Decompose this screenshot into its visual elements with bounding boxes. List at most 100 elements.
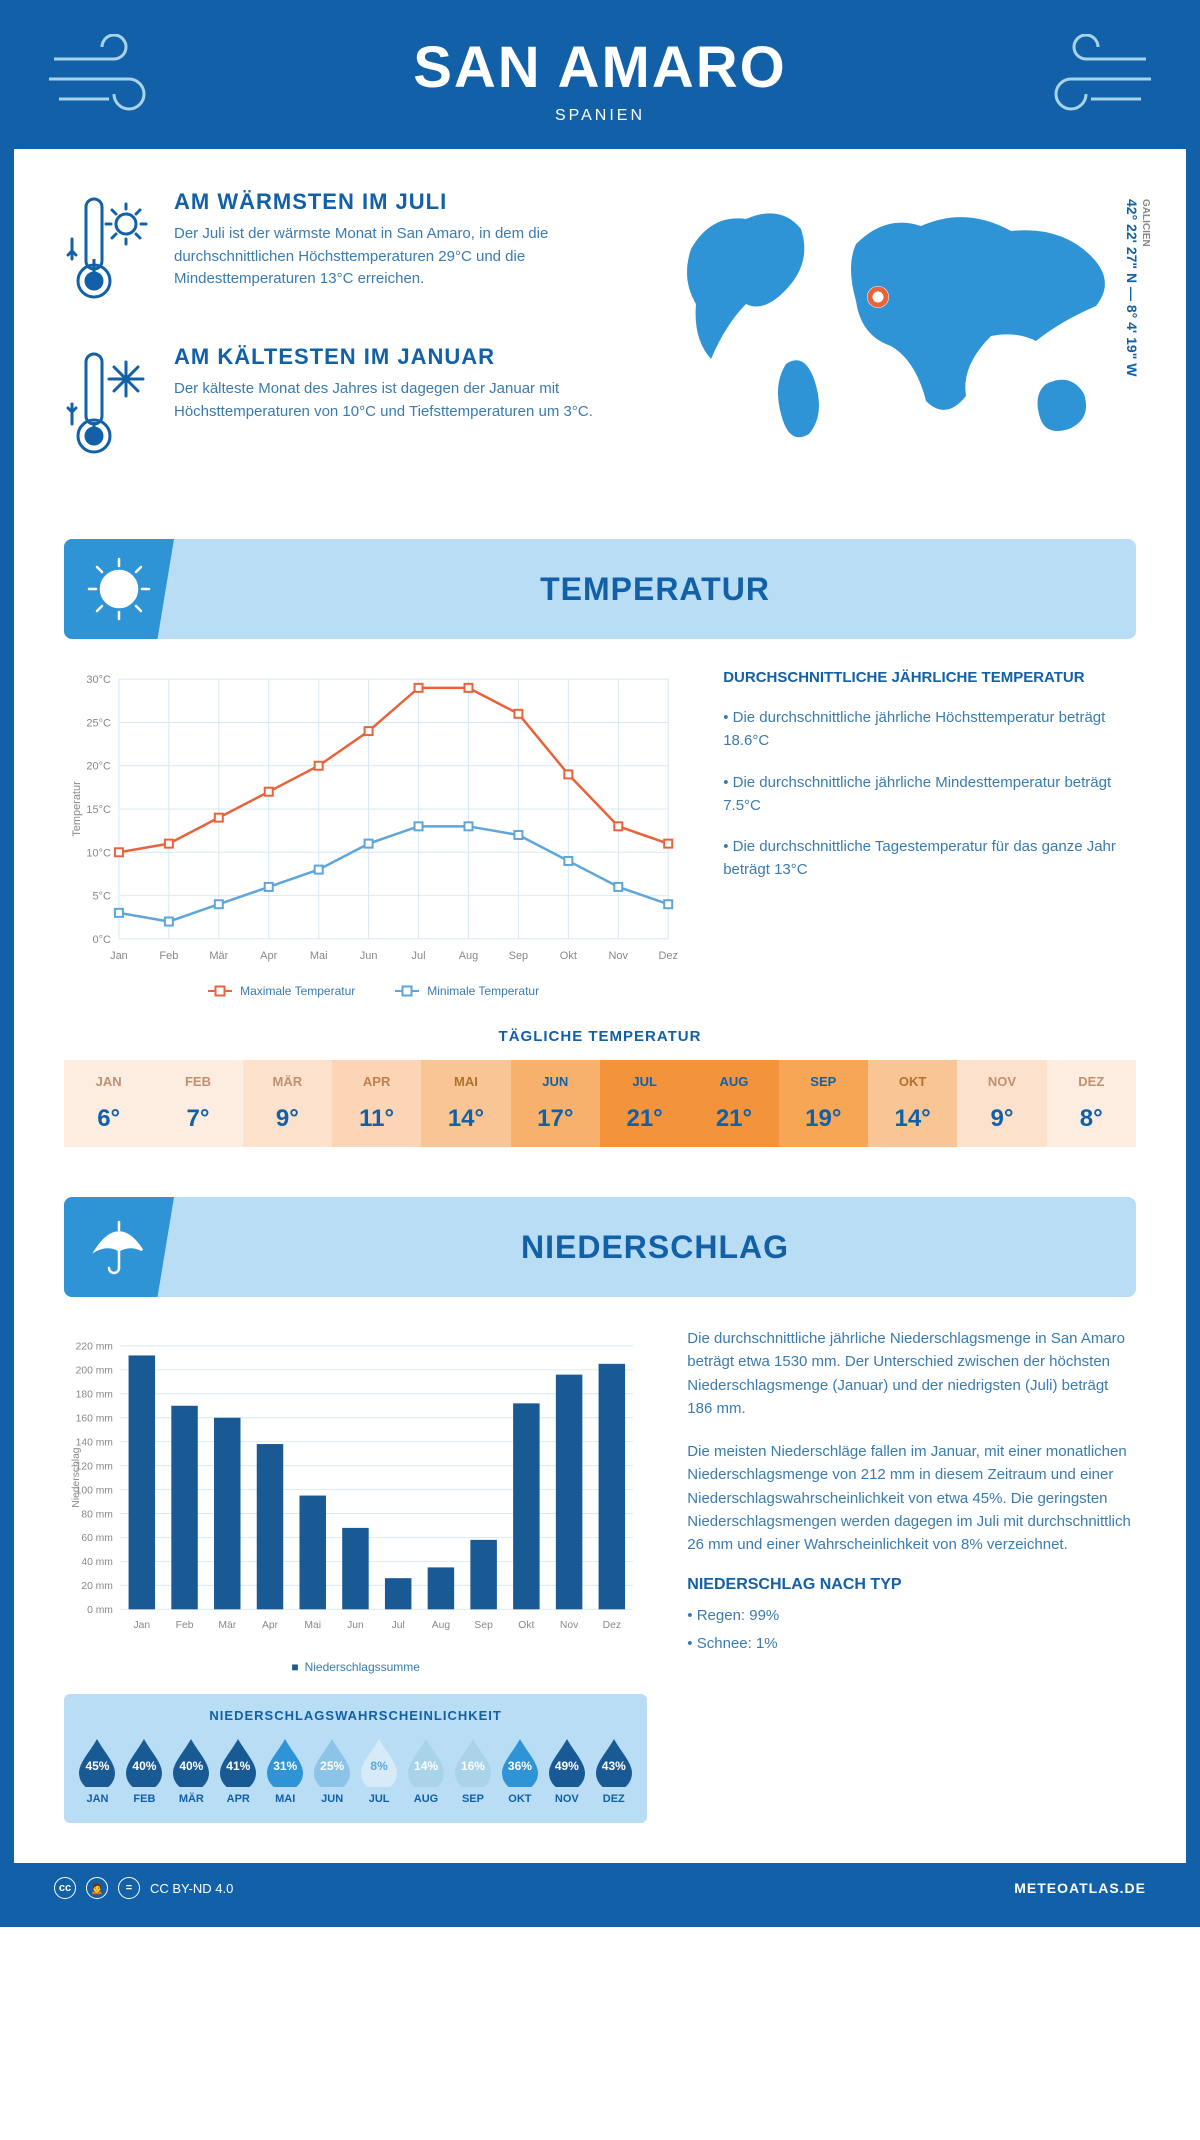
svg-text:0°C: 0°C [93,934,111,946]
temp-strip-cell: JAN6° [64,1060,153,1147]
svg-text:Nov: Nov [560,1620,579,1631]
svg-text:Temperatur: Temperatur [71,781,83,837]
legend-max: Maximale Temperatur [208,984,355,998]
temp-strip-cell: NOV9° [957,1060,1046,1147]
fact-warmest: AM WÄRMSTEN IM JULI Der Juli ist der wär… [64,189,626,314]
svg-text:Nov: Nov [609,950,629,962]
svg-text:0 mm: 0 mm [87,1605,113,1616]
svg-text:20 mm: 20 mm [81,1581,113,1592]
prob-drop: 31% MAI [265,1737,305,1805]
page-header: SAN AMARO SPANIEN [14,14,1186,149]
temp-strip-cell: FEB7° [153,1060,242,1147]
svg-text:220 mm: 220 mm [76,1342,113,1353]
precipitation-bar-chart: 0 mm20 mm40 mm60 mm80 mm100 mm120 mm140 … [64,1327,647,1674]
svg-text:25°C: 25°C [86,717,111,729]
temp-strip-cell: SEP19° [779,1060,868,1147]
umbrella-icon [84,1212,154,1282]
svg-text:Aug: Aug [459,950,479,962]
svg-text:60 mm: 60 mm [81,1533,113,1544]
temp-strip-cell: APR11° [332,1060,421,1147]
svg-text:200 mm: 200 mm [76,1366,113,1377]
svg-text:15°C: 15°C [86,804,111,816]
svg-text:Jul: Jul [412,950,426,962]
temp-strip-cell: AUG21° [689,1060,778,1147]
world-map: GALICIEN 42° 22' 27" N — 8° 4' 19" W [656,189,1136,499]
svg-text:Niederschlag: Niederschlag [71,1447,82,1508]
precipitation-section-header: NIEDERSCHLAG [64,1197,1136,1297]
svg-text:Mai: Mai [304,1620,321,1631]
svg-text:Okt: Okt [518,1620,534,1631]
svg-text:Mai: Mai [310,950,328,962]
cc-icon: cc [54,1877,76,1899]
by-icon: 🙍 [86,1877,108,1899]
prob-drop: 40% FEB [124,1737,164,1805]
temp-text-title: DURCHSCHNITTLICHE JÄHRLICHE TEMPERATUR [723,669,1136,686]
prob-drop: 40% MÄR [171,1737,211,1805]
temperature-title: TEMPERATUR [174,571,1136,608]
temp-strip-cell: MÄR9° [243,1060,332,1147]
legend-min: Minimale Temperatur [395,984,539,998]
temp-strip-cell: JUL21° [600,1060,689,1147]
svg-text:30°C: 30°C [86,674,111,686]
precip-type-title: NIEDERSCHLAG NACH TYP [687,1576,1136,1594]
svg-text:Mär: Mär [218,1620,236,1631]
fact-coldest-text: Der kälteste Monat des Jahres ist dagege… [174,378,626,423]
svg-text:Dez: Dez [658,950,678,962]
coordinates: GALICIEN 42° 22' 27" N — 8° 4' 19" W [1124,199,1151,376]
precip-type-2: • Schnee: 1% [687,1632,1136,1655]
svg-text:Jul: Jul [392,1620,405,1631]
svg-text:160 mm: 160 mm [76,1413,113,1424]
prob-drop: 43% DEZ [594,1737,634,1805]
license-text: CC BY-ND 4.0 [150,1881,233,1896]
page-footer: cc 🙍 = CC BY-ND 4.0 METEOATLAS.DE [14,1863,1186,1913]
nd-icon: = [118,1877,140,1899]
svg-text:Dez: Dez [603,1620,621,1631]
svg-text:Feb: Feb [176,1620,194,1631]
temp-strip-cell: MAI14° [421,1060,510,1147]
precip-legend: Niederschlagssumme [64,1660,647,1674]
temperature-section-header: TEMPERATUR [64,539,1136,639]
svg-text:Feb: Feb [159,950,178,962]
thermometer-hot-icon [64,189,154,309]
svg-text:20°C: 20°C [86,761,111,773]
svg-text:Okt: Okt [560,950,577,962]
svg-text:140 mm: 140 mm [76,1437,113,1448]
svg-text:Jan: Jan [110,950,128,962]
fact-warmest-title: AM WÄRMSTEN IM JULI [174,189,626,215]
daily-temp-strip: JAN6°FEB7°MÄR9°APR11°MAI14°JUN17°JUL21°A… [64,1060,1136,1147]
svg-text:Apr: Apr [260,950,277,962]
svg-text:180 mm: 180 mm [76,1390,113,1401]
svg-text:80 mm: 80 mm [81,1509,113,1520]
temp-bullet-2: • Die durchschnittliche jährliche Mindes… [723,771,1136,818]
location-country: SPANIEN [14,107,1186,125]
svg-text:Mär: Mär [209,950,228,962]
wind-icon [1026,34,1156,124]
svg-text:40 mm: 40 mm [81,1557,113,1568]
prob-drop: 41% APR [218,1737,258,1805]
sun-icon [84,554,154,624]
prob-drop: 49% NOV [547,1737,587,1805]
fact-coldest: AM KÄLTESTEN IM JANUAR Der kälteste Mona… [64,344,626,469]
prob-drop: 25% JUN [312,1737,352,1805]
site-name: METEOATLAS.DE [1014,1880,1146,1896]
svg-text:Apr: Apr [262,1620,279,1631]
prob-drop: 14% AUG [406,1737,446,1805]
precipitation-title: NIEDERSCHLAG [174,1229,1136,1266]
prob-drop: 16% SEP [453,1737,493,1805]
temp-bullet-3: • Die durchschnittliche Tagestemperatur … [723,835,1136,882]
location-title: SAN AMARO [14,34,1186,101]
precip-para-1: Die durchschnittliche jährliche Niedersc… [687,1327,1136,1420]
temp-strip-cell: OKT14° [868,1060,957,1147]
svg-text:Jan: Jan [133,1620,150,1631]
svg-text:Sep: Sep [474,1620,493,1631]
fact-coldest-title: AM KÄLTESTEN IM JANUAR [174,344,626,370]
svg-text:Jun: Jun [360,950,378,962]
svg-text:Aug: Aug [432,1620,451,1631]
svg-text:5°C: 5°C [93,891,111,903]
daily-temp-heading: TÄGLICHE TEMPERATUR [64,1028,1136,1045]
precip-probability-box: NIEDERSCHLAGSWAHRSCHEINLICHKEIT 45% JAN … [64,1694,647,1823]
precip-para-2: Die meisten Niederschläge fallen im Janu… [687,1440,1136,1556]
temperature-line-chart: 0°C5°C10°C15°C20°C25°C30°CJanFebMärAprMa… [64,669,683,998]
temp-bullet-1: • Die durchschnittliche jährliche Höchst… [723,706,1136,753]
prob-title: NIEDERSCHLAGSWAHRSCHEINLICHKEIT [74,1708,637,1723]
